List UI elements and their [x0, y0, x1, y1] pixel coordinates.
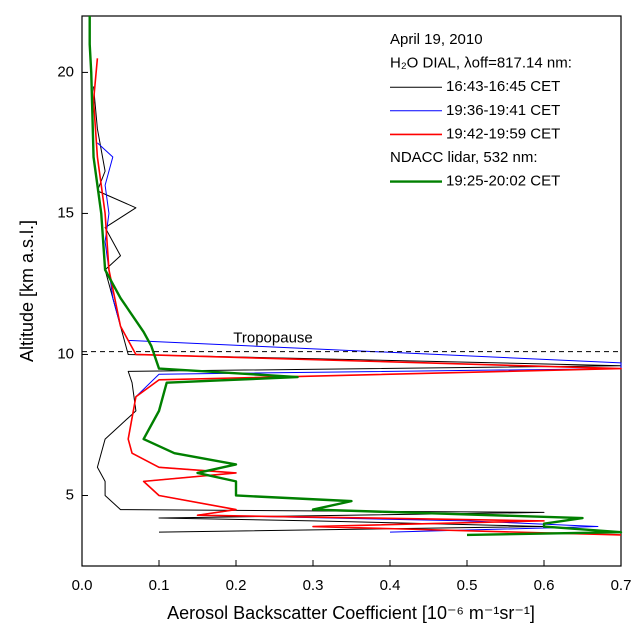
x-tick-label: 0.0 — [72, 577, 93, 594]
y-tick-label: 10 — [57, 345, 74, 362]
profile-line — [93, 86, 622, 533]
legend-label: 19:42-19:59 CET — [446, 125, 560, 142]
profile-line — [97, 142, 622, 533]
y-tick-label: 5 — [66, 486, 74, 503]
y-axis-label: Altitude [km a.s.l.] — [17, 220, 37, 362]
x-tick-label: 0.4 — [380, 577, 401, 594]
x-tick-label: 0.6 — [534, 577, 555, 594]
legend-header: NDACC lidar, 532 nm: — [390, 149, 538, 166]
annotation: Tropopause — [233, 330, 313, 347]
x-tick-label: 0.1 — [149, 577, 170, 594]
x-tick-label: 0.5 — [457, 577, 478, 594]
x-tick-label: 0.7 — [611, 577, 632, 594]
x-tick-label: 0.2 — [226, 577, 247, 594]
y-tick-label: 15 — [57, 204, 74, 221]
x-axis-label: Aerosol Backscatter Coefficient [10⁻⁶ m⁻… — [167, 603, 535, 623]
y-tick-label: 20 — [57, 63, 74, 80]
legend-header: H₂O DIAL, λoff=817.14 nm: — [390, 55, 572, 72]
profile-line — [92, 58, 622, 536]
plot-frame — [81, 15, 622, 567]
legend-label: 19:25-20:02 CET — [446, 173, 560, 190]
legend-label: 16:43-16:45 CET — [446, 78, 560, 95]
legend-header: April 19, 2010 — [390, 31, 483, 48]
x-tick-label: 0.3 — [303, 577, 324, 594]
profile-line — [88, 16, 623, 537]
legend-label: 19:36-19:41 CET — [446, 102, 560, 119]
